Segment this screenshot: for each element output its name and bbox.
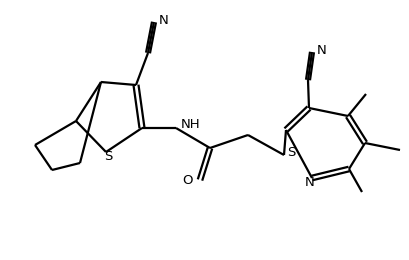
Text: N: N <box>304 177 314 190</box>
Text: S: S <box>286 146 294 159</box>
Text: O: O <box>182 173 193 186</box>
Text: N: N <box>316 43 326 56</box>
Text: NH: NH <box>180 119 200 132</box>
Text: N: N <box>159 14 169 27</box>
Text: S: S <box>103 151 112 164</box>
